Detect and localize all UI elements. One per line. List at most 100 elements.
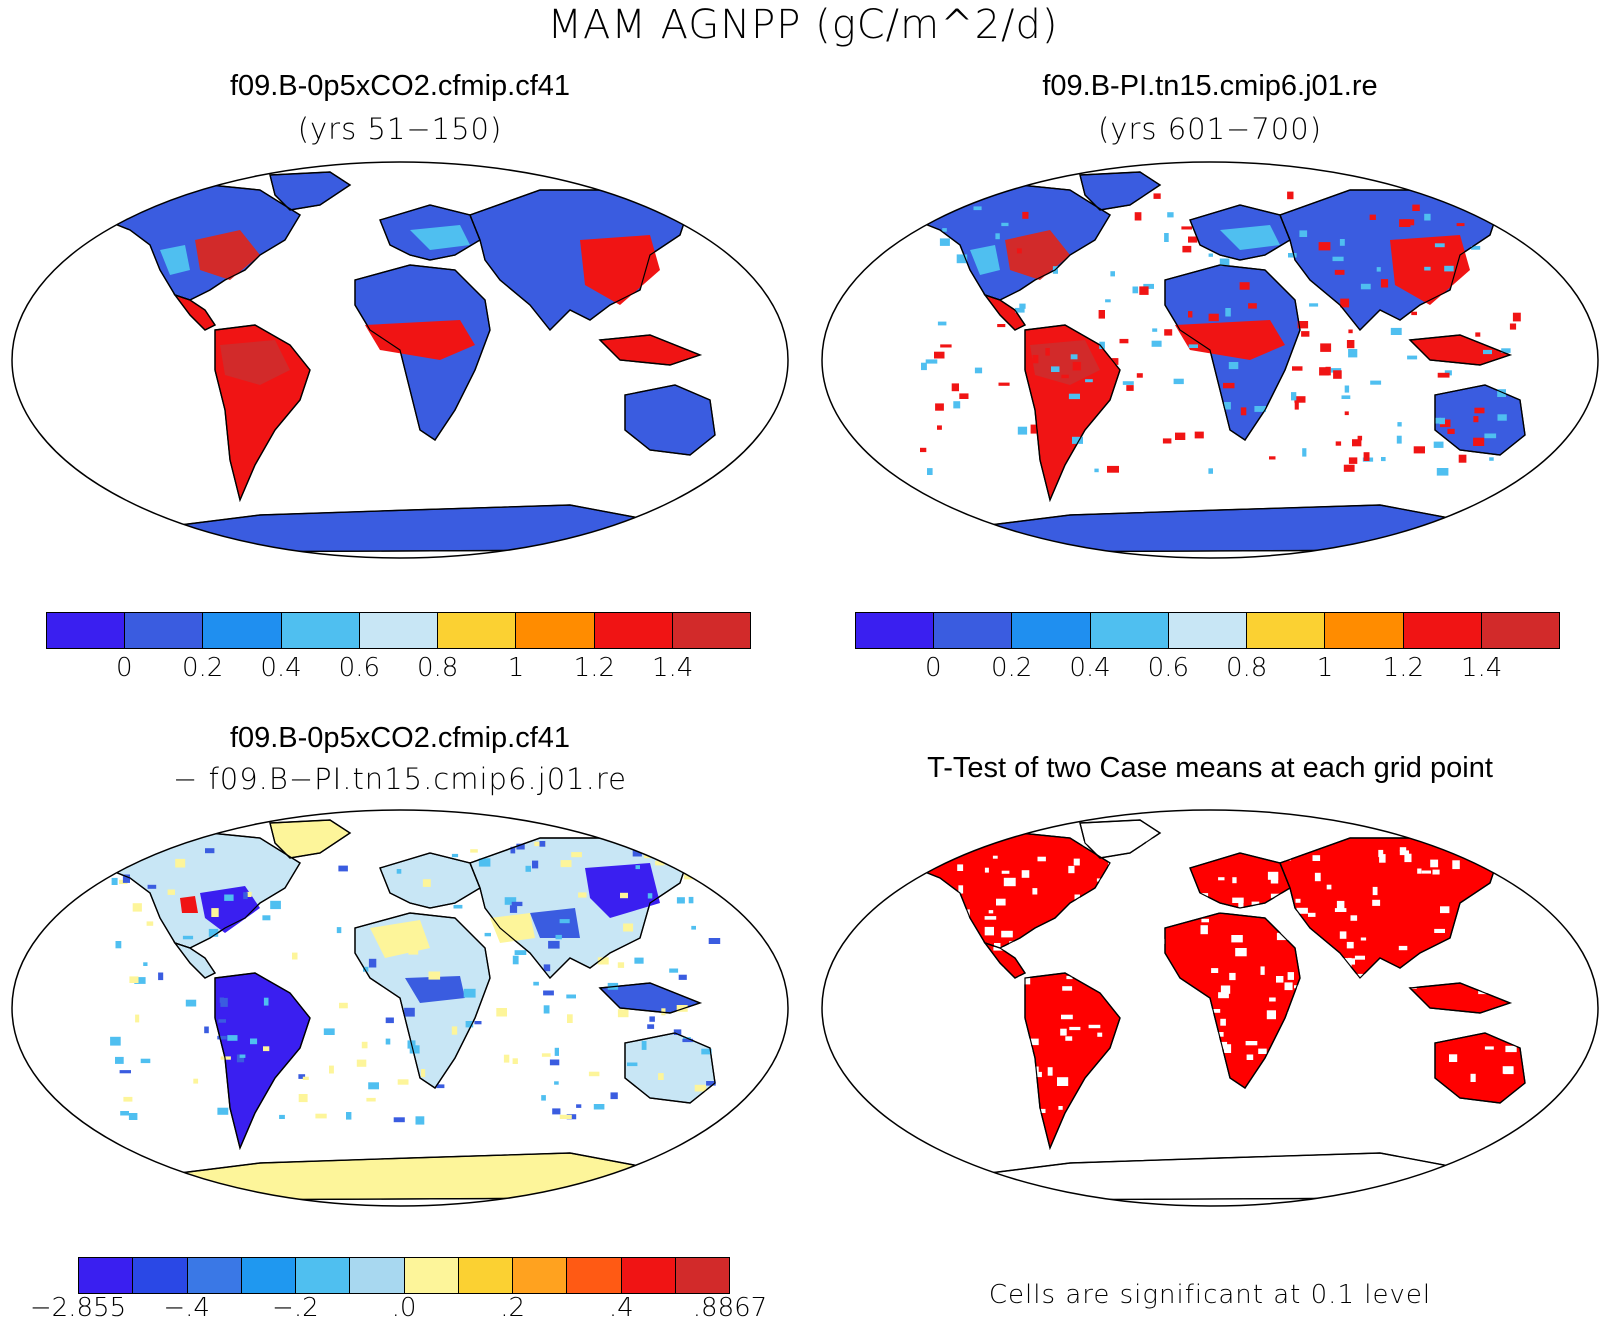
field-cell: [1240, 407, 1247, 416]
field-cell: [1292, 1033, 1301, 1037]
field-cell: [298, 1094, 308, 1103]
field-cell: [1346, 941, 1354, 949]
field-cell: [920, 447, 927, 453]
field-cell: [516, 843, 525, 850]
field-cell: [227, 1035, 238, 1041]
field-cell: [465, 1021, 474, 1028]
field-cell: [1515, 1010, 1528, 1019]
field-cell: [428, 971, 441, 980]
field-cell: [363, 966, 369, 972]
field-cell: [1433, 441, 1444, 448]
field-cell: [1320, 343, 1332, 352]
field-cell: [931, 918, 940, 923]
field-cell: [1270, 1106, 1282, 1111]
field-cell: [1132, 286, 1139, 294]
field-cell: [658, 1073, 664, 1080]
field-cell: [1163, 1003, 1170, 1011]
field-cell: [554, 1081, 559, 1085]
field-cell: [1088, 1024, 1101, 1029]
field-patch: [180, 896, 198, 913]
field-cell: [114, 841, 119, 847]
field-cell: [1238, 901, 1244, 910]
field-cell: [1461, 932, 1468, 937]
field-cell: [1412, 204, 1420, 211]
field-cell: [1065, 1036, 1073, 1041]
coastline: [1079, 819, 1162, 859]
field-cell: [408, 948, 419, 955]
coastline: [214, 972, 311, 1150]
field-cell: [1192, 1007, 1197, 1017]
field-cell: [1126, 385, 1134, 391]
field-cell: [1239, 282, 1250, 290]
field-cell: [263, 1046, 270, 1052]
field-cell: [541, 1053, 551, 1057]
field-cell: [1153, 193, 1161, 199]
field-cell: [1266, 913, 1279, 920]
field-cell: [559, 1114, 572, 1119]
field-cell: [409, 1045, 420, 1054]
field-cell: [955, 1102, 964, 1112]
field-cell: [302, 1076, 309, 1080]
field-cell: [999, 966, 1004, 971]
field-cell: [610, 1092, 618, 1100]
field-cell: [957, 864, 964, 871]
field-cell: [1397, 422, 1402, 427]
field-cell: [1372, 899, 1381, 906]
field-cell: [1110, 271, 1115, 277]
colorbar-tick-label: −.4: [163, 1293, 210, 1323]
field-cell: [1232, 877, 1237, 884]
field-cell: [1225, 308, 1231, 317]
field-cell: [1504, 840, 1514, 845]
field-cell: [1354, 955, 1365, 960]
colorbar-swatch: [934, 613, 1013, 648]
map-frame: [821, 809, 1599, 1207]
field-cell: [510, 846, 516, 854]
field-cell: [1228, 362, 1239, 370]
field-cell: [1434, 243, 1445, 248]
field-cell: [1202, 1091, 1211, 1097]
field-cell: [620, 892, 628, 899]
field-cell: [236, 1054, 245, 1063]
field-patch: [490, 913, 535, 943]
field-cell: [1000, 1110, 1008, 1116]
field-cell: [992, 855, 998, 859]
field-cell: [1131, 980, 1143, 984]
field-cell: [1211, 968, 1219, 973]
field-cell: [356, 1059, 367, 1067]
coastline: [624, 1032, 716, 1104]
field-cell: [123, 1096, 133, 1102]
colorbar-swatch: [1403, 613, 1482, 648]
field-cell: [1383, 1106, 1392, 1112]
field-cell: [1032, 888, 1038, 895]
colorbar-swatch: [1168, 613, 1248, 648]
field-cell: [1001, 930, 1013, 938]
map-frame: [11, 809, 789, 1207]
coastline: [598, 334, 702, 366]
field-cell: [549, 1059, 560, 1066]
coastline: [1189, 852, 1291, 909]
field-cell: [1348, 329, 1353, 334]
field-cell: [1159, 867, 1169, 873]
field-cell: [678, 974, 687, 980]
field-cell: [1504, 933, 1516, 943]
field-cell: [122, 874, 130, 883]
field-cell: [1200, 1077, 1207, 1082]
field-cell: [1319, 367, 1329, 376]
field-cell: [1350, 915, 1358, 921]
field-cell: [511, 901, 523, 907]
coastline: [1164, 264, 1301, 441]
field-cell: [167, 889, 175, 895]
field-cell: [336, 927, 342, 934]
field-cell: [555, 934, 562, 940]
field-cell: [217, 1035, 227, 1040]
field-cell: [1235, 948, 1247, 957]
colorbar-tick-label: .4: [608, 1293, 634, 1323]
coastline: [1189, 204, 1291, 261]
field-cell: [673, 1029, 682, 1035]
field-cell: [694, 1084, 707, 1092]
field-cell: [1326, 884, 1332, 890]
field-cell: [1269, 456, 1276, 460]
field-cell: [1136, 373, 1143, 378]
continent-centralAmerica: [983, 941, 1027, 979]
field-cell: [576, 1104, 582, 1108]
